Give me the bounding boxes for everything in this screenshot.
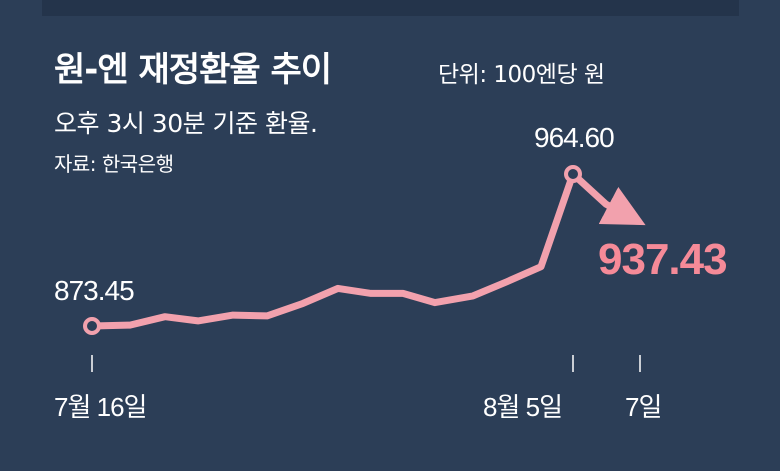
chart-subtitle: 오후 3시 30분 기준 환율.	[54, 109, 318, 138]
peak-value-label: 964.60	[534, 122, 614, 153]
unit-label: 단위: 100엔당 원	[438, 62, 605, 88]
series-line	[88, 170, 646, 330]
end-value-label: 937.43	[598, 235, 727, 284]
chart-title: 원-엔 재정환율 추이	[54, 50, 332, 90]
x-tick-label-2: 7일	[625, 392, 661, 422]
peak-point-marker	[564, 165, 582, 183]
x-tick-label-1: 8월 5일	[483, 392, 562, 422]
top-bar	[42, 0, 739, 16]
start-point-marker	[83, 317, 101, 335]
x-tick-label-0: 7월 16일	[54, 392, 146, 422]
start-value-label: 873.45	[54, 275, 134, 306]
source-label: 자료: 한국은행	[54, 152, 174, 176]
